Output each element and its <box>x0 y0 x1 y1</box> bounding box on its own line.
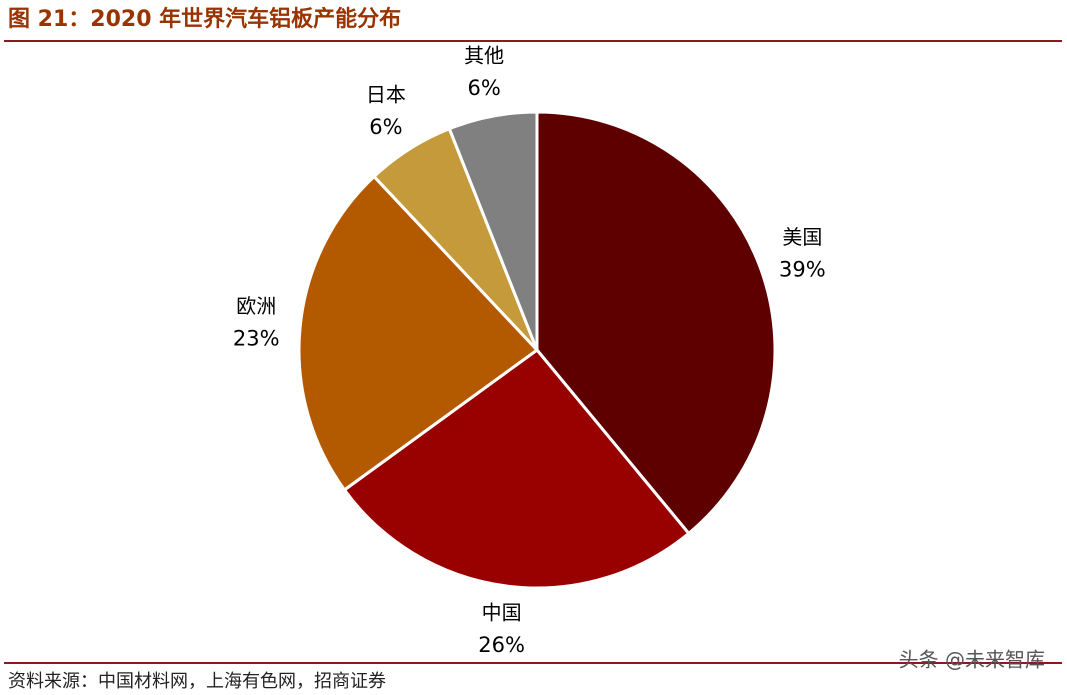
pie-slice <box>535 110 777 536</box>
value-label: 23% <box>233 326 280 350</box>
pie-slice <box>342 347 691 590</box>
slice-label: 欧洲 <box>236 294 276 318</box>
source-note: 资料来源：中国材料网，上海有色网，招商证券 <box>8 671 386 692</box>
slice-label: 美国 <box>782 225 822 249</box>
watermark: 头条 @未来智库 <box>899 648 1045 672</box>
value-label: 26% <box>478 633 525 657</box>
value-label: 6% <box>369 115 402 139</box>
slice-label: 中国 <box>482 600 522 624</box>
value-label: 39% <box>779 257 826 281</box>
pie-slice <box>447 110 539 351</box>
slice-label: 日本 <box>366 82 406 106</box>
slice-label: 其他 <box>464 43 504 67</box>
value-label: 6% <box>467 76 500 100</box>
chart-title: 图 21：2020 年世界汽车铝板产能分布 <box>8 6 401 32</box>
pie-slice <box>297 174 540 492</box>
